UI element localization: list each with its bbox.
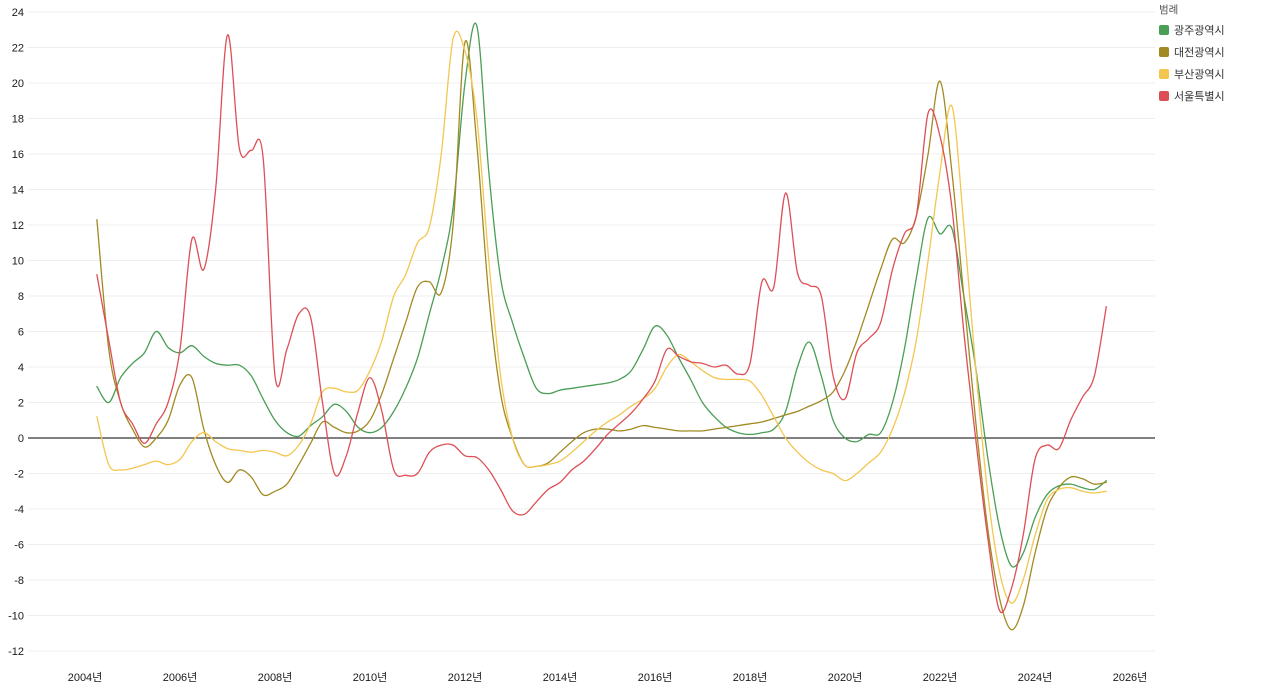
y-tick-label: 18 xyxy=(12,114,24,126)
x-tick-label: 2020년 xyxy=(828,671,863,684)
y-tick-label: -6 xyxy=(14,540,24,552)
y-tick-label: 8 xyxy=(18,291,24,303)
legend-swatch-icon xyxy=(1159,69,1169,79)
x-tick-label: 2012년 xyxy=(448,671,483,684)
y-tick-label: 2 xyxy=(18,398,24,410)
y-tick-label: 16 xyxy=(12,149,24,161)
x-tick-label: 2014년 xyxy=(543,671,578,684)
y-tick-label: -2 xyxy=(14,469,24,481)
y-tick-label: -12 xyxy=(8,646,24,658)
y-tick-label: 24 xyxy=(12,7,24,19)
legend-swatch-icon xyxy=(1159,47,1169,57)
x-tick-label: 2010년 xyxy=(353,671,388,684)
legend-item-label: 광주광역시 xyxy=(1174,25,1225,37)
legend-item-label: 대전광역시 xyxy=(1174,47,1225,59)
series-line xyxy=(96,22,1107,568)
x-tick-label: 2026년 xyxy=(1113,671,1148,684)
y-tick-label: 22 xyxy=(12,43,24,55)
x-tick-label: 2022년 xyxy=(923,671,958,684)
y-tick-label: 0 xyxy=(18,433,24,445)
y-tick-label: 20 xyxy=(12,78,24,90)
y-tick-label: -10 xyxy=(8,611,24,623)
x-tick-label: 2008년 xyxy=(258,671,293,684)
legend-swatch-icon xyxy=(1159,25,1169,35)
y-tick-label: 12 xyxy=(12,220,24,232)
y-tick-label: -8 xyxy=(14,575,24,587)
y-tick-label: 4 xyxy=(18,362,24,374)
legend-item[interactable]: 대전광역시 xyxy=(1159,44,1225,60)
x-tick-label: 2024년 xyxy=(1018,671,1053,684)
x-tick-label: 2016년 xyxy=(638,671,673,684)
series-line xyxy=(96,34,1107,613)
legend-item[interactable]: 부산광역시 xyxy=(1159,66,1225,82)
legend-item-label: 서울특별시 xyxy=(1174,91,1225,103)
y-tick-label: -4 xyxy=(14,504,24,516)
y-tick-label: 14 xyxy=(12,185,24,197)
y-tick-label: 10 xyxy=(12,256,24,268)
legend-item-label: 부산광역시 xyxy=(1174,69,1225,81)
x-tick-label: 2006년 xyxy=(163,671,198,684)
legend-swatch-icon xyxy=(1159,91,1169,101)
legend-item[interactable]: 광주광역시 xyxy=(1159,22,1225,38)
x-tick-label: 2004년 xyxy=(68,671,103,684)
legend-title: 범례 xyxy=(1159,4,1179,16)
legend-item[interactable]: 서울특별시 xyxy=(1159,88,1225,104)
series-line xyxy=(96,30,1107,604)
y-tick-label: 6 xyxy=(18,327,24,339)
x-tick-label: 2018년 xyxy=(733,671,768,684)
